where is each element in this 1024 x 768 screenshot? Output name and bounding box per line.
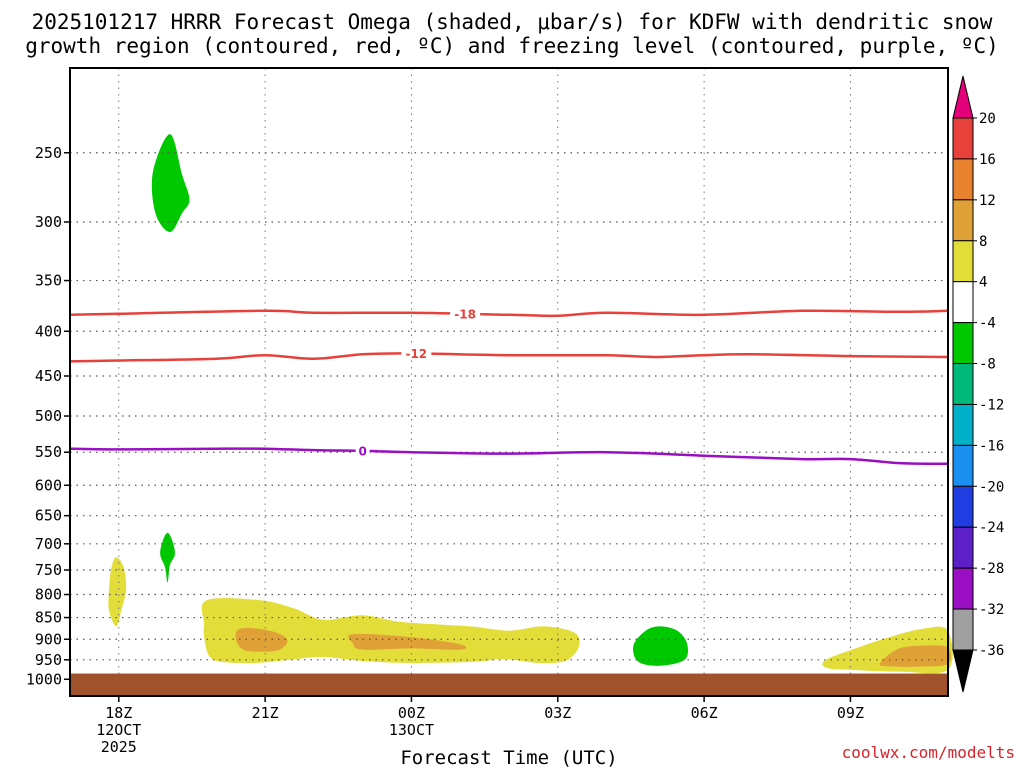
ytick-label-900: 900 [35,630,62,648]
xtick-date-18Z: 12OCT [96,721,141,739]
colorbar-segment-11 [952,526,974,569]
freezing-level-0-label: 0 [358,444,366,458]
xtick-year-18Z: 2025 [101,738,137,756]
x-axis-label: Forecast Time (UTC) [400,747,617,768]
ytick-label-300: 300 [35,213,62,231]
omega-pos-isolated [108,557,127,627]
ytick-label-650: 650 [35,507,62,525]
xtick-label-18Z: 18Z [105,704,132,722]
credit-text[interactable]: coolwx.com/modelts [842,743,1015,762]
colorbar-label-13: -36 [979,643,1004,659]
colorbar-label-4: 4 [979,275,987,291]
ytick-label-950: 950 [35,651,62,669]
omega-neg-upper [151,134,190,232]
colorbar-label-3: 8 [979,234,987,250]
ytick-label-450: 450 [35,367,62,385]
omega-shading-layer [108,134,953,674]
contour-layer: -18 -12 0 [69,306,949,466]
colorbar-label-10: -24 [979,520,1004,536]
ytick-label-250: 250 [35,144,62,162]
xtick-label-03Z: 03Z [544,704,571,722]
colorbar-label-7: -12 [979,397,1004,413]
colorbar-label-0: 20 [979,111,996,127]
xtick-date-00Z: 13OCT [389,721,434,739]
omega-neg-low [633,626,689,666]
dgz-minus12-label: -12 [405,347,427,361]
colorbar-label-6: -8 [979,357,996,373]
colorbar-label-2: 12 [979,193,996,209]
xtick-label-00Z: 00Z [398,704,425,722]
colorbar-segment-8 [952,403,974,446]
colorbar-segment-7 [952,363,974,405]
omega-pos-right-core [879,645,951,667]
freezing-level-0-label-bg [355,443,370,458]
colorbar-segment-3 [952,199,974,242]
colorbar-label-8: -16 [979,438,1004,454]
colorbar-segment-2 [952,158,974,201]
chart-title-line1: 2025101217 HRRR Forecast Omega (shaded, … [32,10,993,34]
xtick-label-09Z: 09Z [837,704,864,722]
colorbar-label-12: -32 [979,602,1004,618]
colorbar-segment-4 [952,240,974,283]
xtick-label-06Z: 06Z [691,704,718,722]
ytick-label-850: 850 [35,609,62,627]
dgz-minus18 [69,309,949,318]
ytick-label-350: 350 [35,272,62,290]
ytick-label-700: 700 [35,535,62,553]
colorbar-segment-10 [952,485,974,528]
ytick-label-400: 400 [35,322,62,340]
colorbar-segment-13 [952,608,974,651]
ytick-label-550: 550 [35,443,62,461]
ytick-label-1000: 1000 [26,670,62,688]
chart-title-line2: growth region (contoured, red, ºC) and f… [25,34,999,58]
freezing-level-0 [69,447,949,466]
grid-layer [70,68,948,696]
dgz-minus12 [69,352,949,363]
colorbar-arrow-bottom [952,649,974,693]
colorbar-segment-12 [952,567,974,610]
ground-surface [70,673,948,696]
colorbar-segment-9 [952,444,974,487]
colorbar-segment-6 [952,322,974,365]
colorbar-segment-1 [952,117,974,160]
colorbar-segment-5 [952,281,974,324]
colorbar-label-9: -20 [979,479,1004,495]
omega-pos-core-2 [348,633,467,650]
y-axis-pressure: 250 300 350 400 450 500 550 600 650 700 750 800 850 9… [26,144,70,688]
colorbar-label-5: -4 [979,316,996,332]
ytick-label-600: 600 [35,476,62,494]
ytick-label-500: 500 [35,407,62,425]
omega-neg-midlevel [160,532,175,583]
dgz-minus18-label: -18 [454,307,476,321]
colorbar-legend: 20 16 12 8 4 -4 -8 -12 -16 -20 -24 -28 -32 -36 [952,75,1004,693]
xtick-label-21Z: 21Z [252,704,279,722]
colorbar-label-11: -28 [979,561,1004,577]
omega-pos-lowlevel [201,598,580,664]
ytick-label-800: 800 [35,586,62,604]
dgz-minus18-label-bg [450,306,481,321]
plot-frame [69,67,949,697]
dgz-minus12-label-bg [401,346,432,361]
colorbar-label-1: 16 [979,152,996,168]
colorbar-arrow-top [952,75,974,119]
omega-pos-core-1 [235,628,288,652]
ytick-label-750: 750 [35,561,62,579]
